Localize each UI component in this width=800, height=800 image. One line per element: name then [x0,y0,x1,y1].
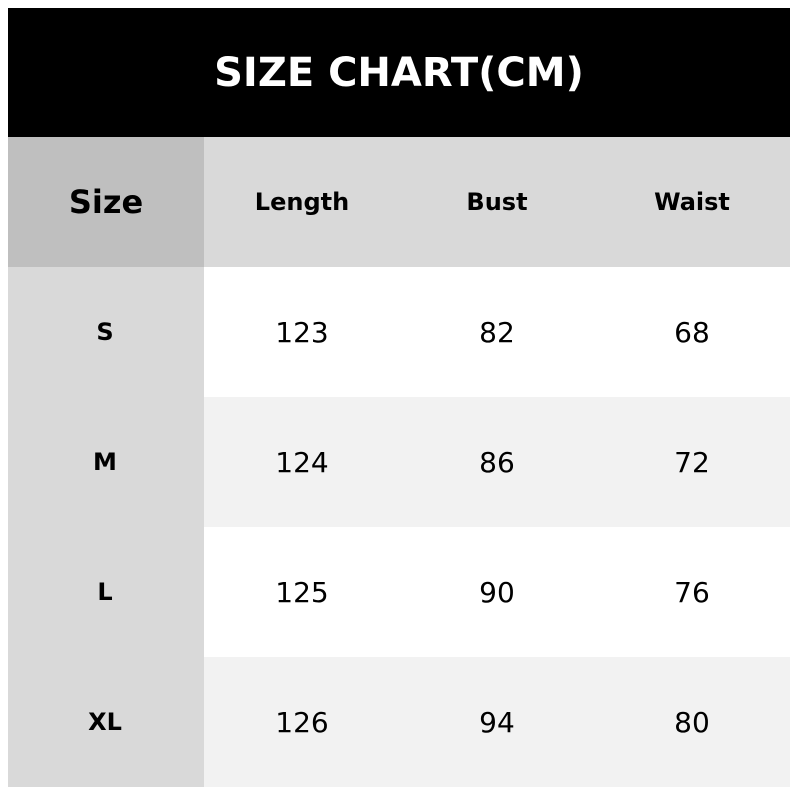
header-length: Length [204,137,400,267]
length-cell: 124 [204,397,400,527]
size-chart-title: SIZE CHART(CM) [8,8,790,137]
bust-cell: 90 [400,527,594,657]
header-size: Size [8,137,204,267]
size-table: Size Length Bust Waist S 123 82 68 M 124… [8,137,790,787]
row-size-label: M [8,397,204,527]
bust-cell: 86 [400,397,594,527]
header-waist: Waist [594,137,790,267]
waist-cell: 72 [594,397,790,527]
bust-cell: 94 [400,657,594,787]
bust-cell: 82 [400,267,594,397]
waist-cell: 68 [594,267,790,397]
length-cell: 125 [204,527,400,657]
row-size-label: XL [8,657,204,787]
length-cell: 126 [204,657,400,787]
waist-cell: 76 [594,527,790,657]
row-size-label: S [8,267,204,397]
header-bust: Bust [400,137,594,267]
waist-cell: 80 [594,657,790,787]
row-size-label: L [8,527,204,657]
length-cell: 123 [204,267,400,397]
